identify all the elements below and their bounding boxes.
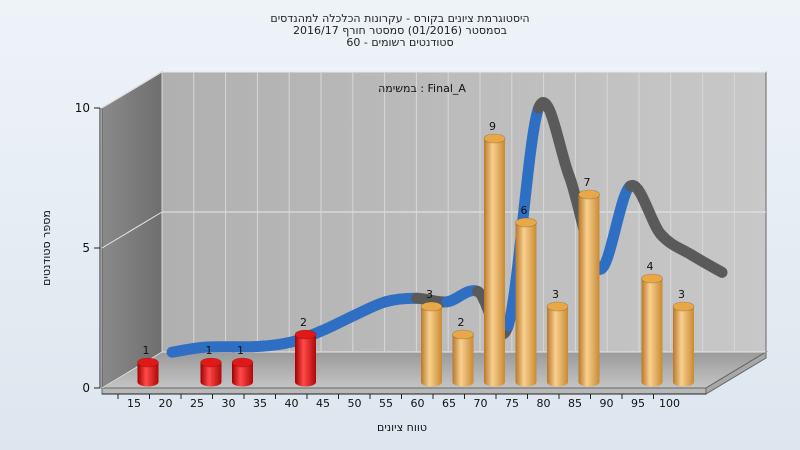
bar-body [200,362,222,387]
y-axis-title: מספר סטודנטים [40,210,53,286]
floor-right-edge [705,351,767,395]
x-tick-label: 80 [537,397,551,410]
bar-30: 1 [231,344,254,387]
bar-cap [515,217,537,228]
y-tick-label: 5 [82,241,90,255]
x-tick-label: 65 [442,397,456,410]
x-tick-label: 30 [222,397,236,410]
bar-cap [137,357,159,368]
title-line-2: בסמסטר (01/2016) סמסטר חורף 2016/17 [293,24,507,37]
annotation-text: במשימה : Final_A [378,82,466,95]
bar-value-label: 7 [584,176,591,189]
bar-body [673,306,694,387]
bar-70: 9 [483,120,506,387]
bar-value-label: 2 [458,316,465,329]
bar-65: 2 [452,316,474,387]
x-tick-label: 35 [253,397,267,410]
x-tick-label: 40 [285,397,299,410]
bar-body [421,306,442,387]
x-tick-label: 25 [190,397,204,410]
side-gridline [101,211,163,249]
bars: 1 1 1 2 3 2 9 6 3 7 4 3 [137,120,695,387]
bar-cap [672,301,695,312]
bar-value-label: 3 [552,288,559,301]
bar-value-label: 1 [237,344,244,357]
bar-cap [200,357,222,368]
bar-15: 1 [137,344,159,387]
bar-40: 2 [294,316,317,387]
bar-cap [483,133,506,144]
title-line-1: היסטוגרמת ציונים בקורס - עקרונות הכלכלה … [270,12,529,25]
side-gridline [101,351,163,389]
bar-cap [452,329,474,340]
y-tick-label: 10 [75,101,90,115]
bar-100: 3 [672,288,695,387]
chart-title: היסטוגרמת ציונים בקורס - עקרונות הכלכלה … [270,12,529,49]
x-tick-label: 95 [631,397,645,410]
bar-value-label: 4 [647,260,654,273]
trend-segment [533,97,575,182]
title-line-3: סטודנטים רשומים - 60 [346,36,453,49]
x-tick-label: 90 [600,397,614,410]
bar-95: 4 [641,260,663,387]
x-tick-label: 45 [316,397,330,410]
bar-value-label: 3 [678,288,685,301]
bar-80: 3 [546,288,569,387]
x-tick-label: 60 [411,397,425,410]
x-tick-label: 75 [505,397,519,410]
x-tick-label: 50 [348,397,362,410]
trend-segment [502,102,545,332]
bar-cap [294,329,317,340]
bar-value-label: 6 [521,204,528,217]
trend-segment [685,249,728,278]
bar-body [452,334,474,387]
bar-body [484,138,505,387]
grid-lines [101,71,766,389]
bar-60: 3 [420,288,443,387]
bar-75: 6 [515,204,537,387]
x-axis: 15 20 25 30 35 40 45 50 55 60 65 70 75 80 85 90 95 100 [102,393,706,410]
bar-body [578,194,600,387]
bar-value-label: 9 [489,120,496,133]
bar-body [515,222,537,387]
x-axis-title: טווח ציונים [377,421,427,434]
bar-85: 7 [578,176,600,387]
x-tick-label: 100 [659,397,680,410]
bar-body [547,306,568,387]
bar-body [641,278,663,387]
x-tick-label: 85 [568,397,582,410]
y-tick-label: 0 [82,381,90,395]
floor-front-edge [101,387,707,395]
x-tick-label: 70 [474,397,488,410]
bar-value-label: 2 [300,316,307,329]
bar-cap [641,273,663,284]
x-tick-label: 55 [379,397,393,410]
side-gridline [101,71,163,109]
x-tick-label: 20 [159,397,173,410]
bar-cap [231,357,254,368]
x-tick-label: 15 [127,397,141,410]
bar-cap [546,301,569,312]
bar-cap [420,301,443,312]
bar-25: 1 [200,344,222,387]
bar-value-label: 1 [143,344,150,357]
bar-value-label: 1 [206,344,213,357]
bar-value-label: 3 [426,288,433,301]
bar-body [232,362,253,387]
bar-cap [578,189,600,200]
y-axis: 0 5 10 [75,101,101,395]
bar-body [295,334,316,387]
bar-body [137,362,159,387]
